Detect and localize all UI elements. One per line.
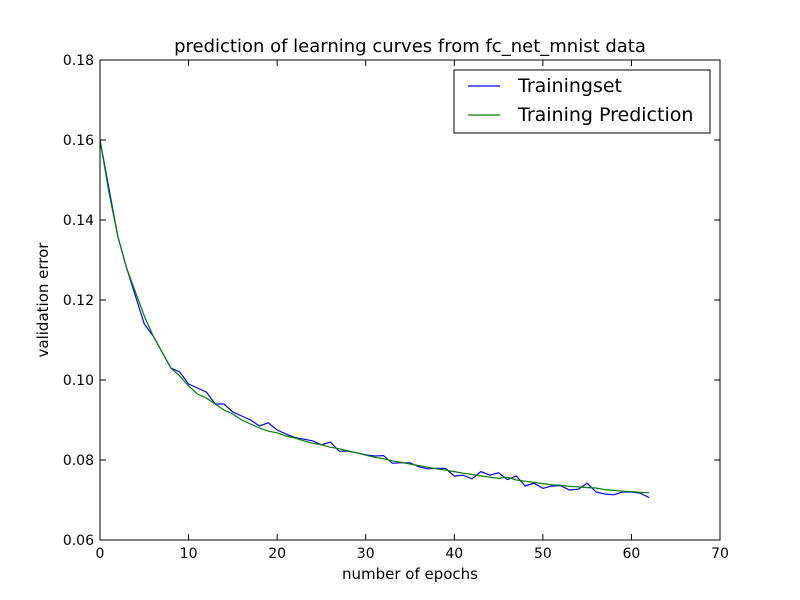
y-tick-label: 0.18: [63, 53, 94, 69]
y-tick-label: 0.08: [63, 453, 94, 469]
x-tick-label: 60: [623, 546, 641, 562]
y-tick-label: 0.06: [63, 533, 94, 549]
x-tick-label: 10: [180, 546, 198, 562]
y-tick-label: 0.14: [63, 213, 94, 229]
legend: Trainingset Training Prediction: [453, 69, 711, 134]
x-tick-label: 30: [357, 546, 375, 562]
x-tick-label: 20: [268, 546, 286, 562]
y-tick-label: 0.12: [63, 293, 94, 309]
legend-box: [453, 69, 711, 134]
y-tick-label: 0.10: [63, 373, 94, 389]
x-tick-label: 70: [711, 546, 729, 562]
series-line-training-prediction: [100, 139, 650, 494]
chart-title: prediction of learning curves from fc_ne…: [174, 36, 646, 57]
x-tick-label: 40: [445, 546, 463, 562]
legend-label-training-prediction: Training Prediction: [517, 104, 693, 126]
series-line-trainingset: [100, 139, 650, 499]
plot-area: 0 10 20 30 40 50 60 70 0.06 0.08 0.10 0.12 0.14 0.16 0…: [63, 53, 729, 562]
y-tick-label: 0.16: [63, 133, 94, 149]
x-tick-label: 0: [96, 546, 105, 562]
x-tick-label: 50: [534, 546, 552, 562]
y-axis-label: validation error: [34, 242, 52, 358]
legend-label-trainingset: Trainingset: [517, 75, 622, 97]
x-axis-label: number of epochs: [342, 565, 478, 583]
